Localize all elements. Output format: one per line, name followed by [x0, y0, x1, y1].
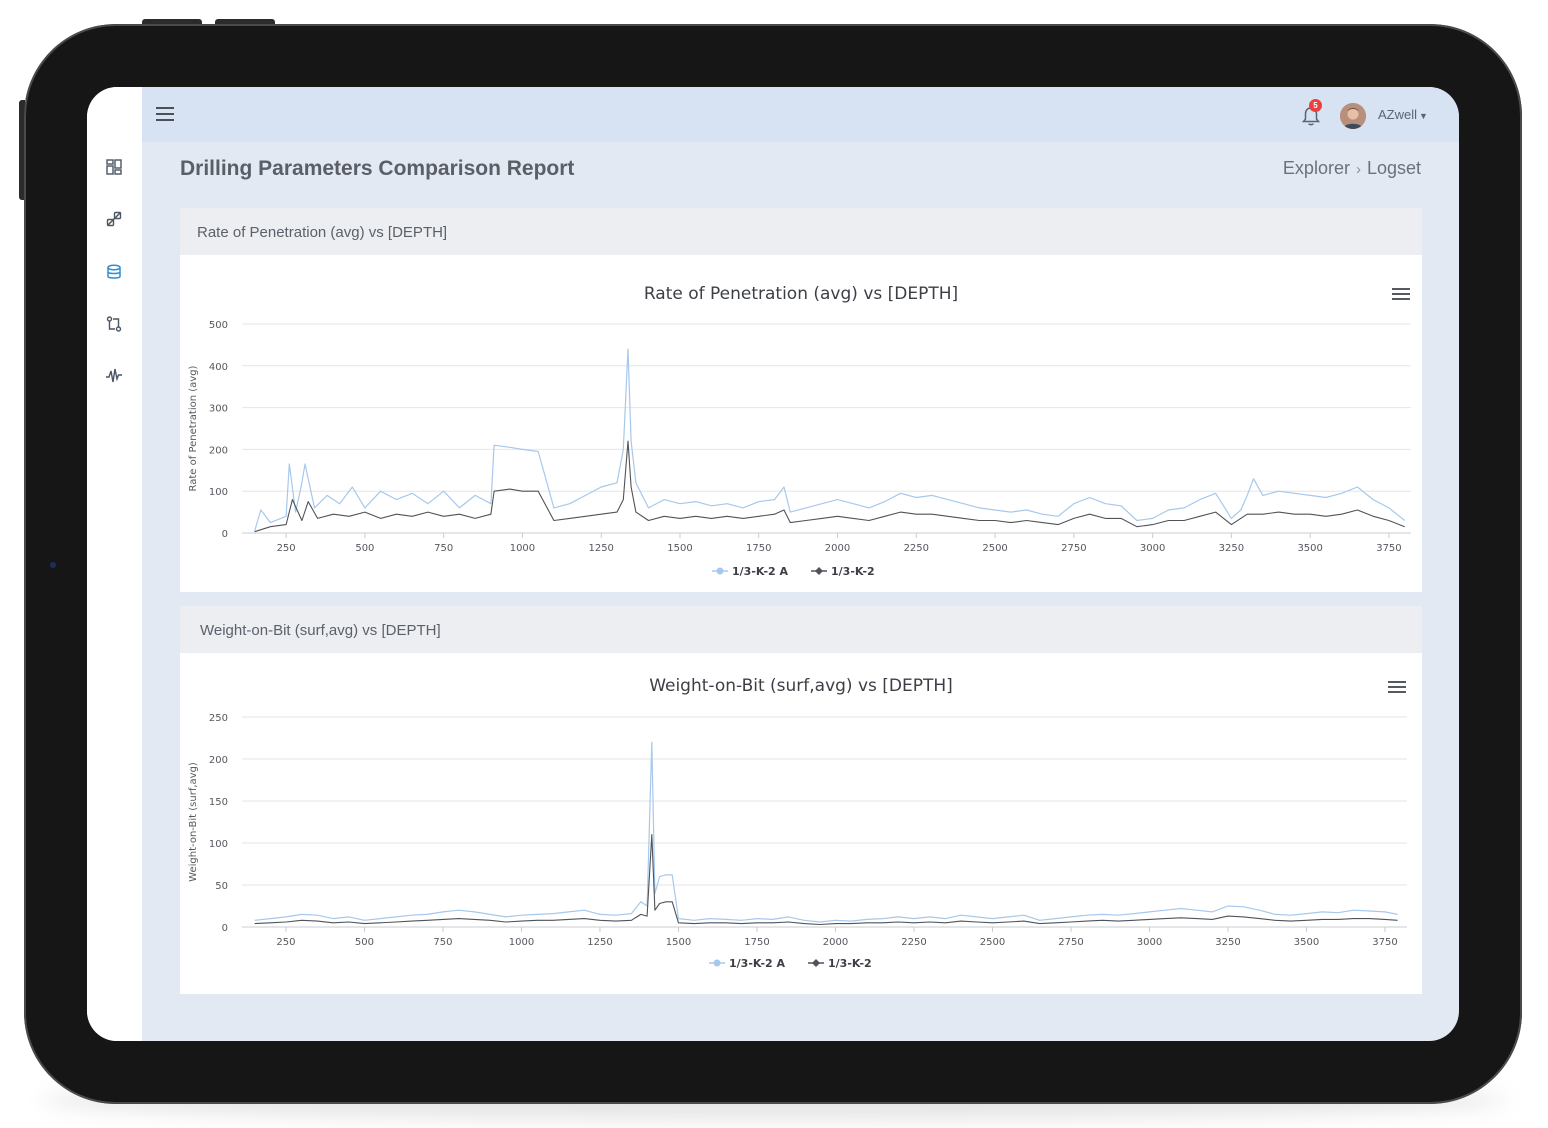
chart-card-wob: Weight-on-Bit (surf,avg) vs [DEPTH] Weig… [180, 606, 1422, 994]
chevron-right-icon: › [1355, 161, 1361, 178]
x-tick-label: 2000 [825, 543, 850, 554]
sidebar-item-dashboard[interactable] [101, 154, 127, 180]
x-tick-label: 500 [355, 543, 374, 554]
sidebar-item-compare[interactable] [101, 311, 127, 337]
x-tick-label: 1250 [588, 543, 613, 554]
sidebar-item-tools[interactable] [101, 206, 127, 232]
sidebar-item-database[interactable] [101, 259, 127, 285]
y-axis-label: Rate of Penetration (avg) [188, 365, 199, 491]
breadcrumb-logset: Logset [1366, 158, 1421, 178]
legend-item[interactable]: 1/3-K-2 A [709, 957, 786, 970]
x-tick-label: 3000 [1137, 937, 1162, 948]
legend-label: 1/3-K-2 [831, 565, 875, 578]
legend-marker [713, 959, 721, 967]
y-tick-label: 0 [222, 923, 228, 934]
top-navbar: 5 AZwell ▼ [142, 87, 1459, 142]
x-tick-label: 2750 [1061, 543, 1086, 554]
legend-item[interactable]: 1/3-K-2 [811, 565, 875, 578]
card-title: Rate of Penetration (avg) vs [DEPTH] [180, 208, 1422, 255]
y-axis-label: Weight-on-Bit (surf,avg) [188, 762, 199, 882]
database-icon [107, 264, 121, 279]
x-tick-label: 3500 [1297, 543, 1322, 554]
series-line-0 [254, 741, 1398, 923]
x-tick-label: 1500 [667, 543, 692, 554]
legend-item[interactable]: 1/3-K-2 A [712, 565, 789, 578]
chart-title: Weight-on-Bit (surf,avg) vs [DEPTH] [649, 676, 953, 696]
x-tick-label: 1750 [746, 543, 771, 554]
series-line-0 [254, 348, 1406, 532]
x-tick-label: 750 [434, 543, 453, 554]
x-tick-label: 250 [276, 937, 295, 948]
x-tick-label: 3000 [1140, 543, 1165, 554]
activity-icon [106, 368, 122, 383]
x-tick-label: 1000 [510, 543, 535, 554]
x-tick-label: 1250 [587, 937, 612, 948]
chart-title: Rate of Penetration (avg) vs [DEPTH] [643, 284, 959, 304]
x-tick-label: 3750 [1372, 937, 1397, 948]
sidebar [87, 87, 142, 1041]
breadcrumb: Explorer › Logset [1283, 158, 1421, 179]
y-tick-label: 150 [209, 797, 228, 808]
x-tick-label: 1750 [744, 937, 769, 948]
sidebar-item-activity[interactable] [101, 363, 127, 389]
compare-icon [106, 316, 122, 332]
device-camera [50, 562, 56, 568]
x-tick-label: 2250 [904, 543, 929, 554]
legend-item[interactable]: 1/3-K-2 [808, 957, 872, 970]
x-tick-label: 1500 [666, 937, 691, 948]
x-tick-label: 2000 [823, 937, 848, 948]
legend-marker [815, 567, 823, 575]
x-tick-label: 750 [433, 937, 452, 948]
chart-card-rop: Rate of Penetration (avg) vs [DEPTH] Rat… [180, 208, 1422, 592]
y-tick-label: 50 [215, 881, 228, 892]
tools-icon [106, 211, 122, 227]
x-tick-label: 3250 [1219, 543, 1244, 554]
chart-wob: 0 50 100 150 200 250 250 500 750 1000 1250 1500 1750… [188, 713, 1407, 970]
y-tick-label: 250 [209, 713, 228, 724]
y-tick-label: 100 [209, 487, 228, 498]
legend-marker [716, 567, 724, 575]
x-tick-label: 2500 [982, 543, 1007, 554]
x-tick-label: 1000 [509, 937, 534, 948]
user-avatar[interactable] [1340, 103, 1366, 129]
user-menu[interactable]: AZwell ▼ [1378, 107, 1428, 122]
x-tick-label: 3750 [1376, 543, 1401, 554]
y-tick-label: 200 [209, 445, 228, 456]
device-top-button [215, 19, 275, 25]
legend-label: 1/3-K-2 [828, 957, 872, 970]
card-title: Weight-on-Bit (surf,avg) vs [DEPTH] [180, 606, 1422, 653]
y-tick-label: 500 [209, 320, 228, 331]
y-tick-label: 100 [209, 839, 228, 850]
app-screen: 5 AZwell ▼ Drilling Parameters Comparison… [87, 87, 1459, 1041]
chevron-down-icon: ▼ [1419, 111, 1428, 121]
legend-label: 1/3-K-2 A [729, 957, 786, 970]
user-name: AZwell [1378, 107, 1418, 122]
page-title: Drilling Parameters Comparison Report [180, 157, 575, 180]
device-top-button [142, 19, 202, 25]
legend-label: 1/3-K-2 A [732, 565, 789, 578]
x-tick-label: 3500 [1294, 937, 1319, 948]
x-tick-label: 2750 [1058, 937, 1083, 948]
y-tick-label: 0 [222, 529, 228, 540]
legend-marker [812, 959, 820, 967]
y-tick-label: 400 [209, 362, 228, 373]
series-line-1 [254, 834, 1398, 926]
chart-menu-icon[interactable] [1392, 288, 1410, 304]
series-line-1 [254, 440, 1405, 533]
device-side-button [19, 100, 25, 200]
x-tick-label: 2250 [901, 937, 926, 948]
x-tick-label: 3250 [1215, 937, 1240, 948]
notification-count-badge: 5 [1309, 99, 1322, 112]
y-tick-label: 200 [209, 755, 228, 766]
x-tick-label: 250 [277, 543, 296, 554]
breadcrumb-explorer[interactable]: Explorer [1282, 158, 1350, 178]
x-tick-label: 500 [355, 937, 374, 948]
chart-menu-icon[interactable] [1388, 681, 1406, 697]
dashboard-icon [106, 159, 122, 175]
chart-rop: 0 100 200 300 400 500 250 500 750 1000 1250 1500 175… [188, 320, 1411, 578]
x-tick-label: 2500 [980, 937, 1005, 948]
y-tick-label: 300 [209, 404, 228, 415]
menu-toggle-icon[interactable] [156, 107, 174, 121]
